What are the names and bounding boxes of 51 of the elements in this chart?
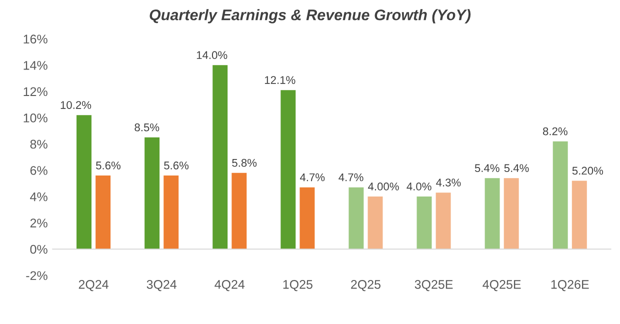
y-tick-label: 14% bbox=[24, 61, 48, 70]
data-label: 12.1% bbox=[264, 76, 296, 84]
data-label: 4.7% bbox=[300, 173, 325, 182]
x-tick-label: 2Q24 bbox=[78, 280, 108, 292]
data-label: 5.6% bbox=[96, 162, 120, 170]
bar bbox=[144, 137, 160, 250]
data-label: 5.20% bbox=[572, 166, 604, 175]
data-label: 5.6% bbox=[164, 162, 189, 170]
bar bbox=[96, 176, 111, 250]
bar bbox=[348, 187, 364, 250]
y-tick-label: 16% bbox=[24, 34, 48, 44]
bar bbox=[436, 192, 451, 250]
data-label: 14.0% bbox=[196, 51, 228, 60]
x-tick-label: 2Q25 bbox=[351, 280, 380, 292]
bar bbox=[164, 176, 179, 250]
x-tick-label: 1Q26E bbox=[551, 280, 589, 292]
bar bbox=[212, 65, 228, 250]
data-label: 5.4% bbox=[474, 164, 500, 172]
data-label: 4.00% bbox=[368, 182, 399, 190]
y-tick-label: 4% bbox=[30, 192, 48, 202]
x-tick-label: 3Q25E bbox=[414, 280, 453, 292]
y-tick-label: 10% bbox=[24, 114, 48, 122]
y-tick-label: 0% bbox=[30, 244, 48, 254]
chart-title: Quarterly Earnings & Revenue Growth (YoY) bbox=[150, 9, 471, 24]
x-tick-label: 4Q25E bbox=[482, 280, 521, 292]
data-label: 4.3% bbox=[436, 178, 461, 186]
y-tick-label: -2% bbox=[26, 271, 48, 280]
data-label: 10.2% bbox=[60, 101, 92, 109]
bar bbox=[300, 187, 315, 250]
x-tick-label: 1Q25 bbox=[283, 280, 312, 292]
data-label: 4.7% bbox=[338, 173, 364, 182]
y-tick-label: 12% bbox=[24, 87, 48, 96]
bar bbox=[552, 141, 568, 250]
x-tick-label: 4Q24 bbox=[214, 280, 245, 292]
data-label: 5.4% bbox=[504, 164, 529, 172]
data-label: 8.2% bbox=[542, 127, 568, 136]
bar bbox=[368, 196, 383, 250]
bar bbox=[572, 180, 587, 250]
y-tick-label: 2% bbox=[30, 218, 48, 228]
bar bbox=[232, 172, 247, 250]
bar bbox=[416, 196, 432, 250]
bar bbox=[76, 115, 92, 250]
bar bbox=[504, 178, 519, 250]
bar bbox=[484, 178, 500, 250]
x-tick-label: 3Q24 bbox=[146, 280, 177, 292]
bar bbox=[280, 90, 296, 250]
data-label: 5.8% bbox=[232, 158, 257, 167]
data-label: 4.0% bbox=[406, 182, 432, 190]
y-tick-label: 6% bbox=[30, 166, 48, 175]
y-tick-label: 8% bbox=[30, 140, 48, 149]
data-label: 8.5% bbox=[134, 123, 160, 132]
